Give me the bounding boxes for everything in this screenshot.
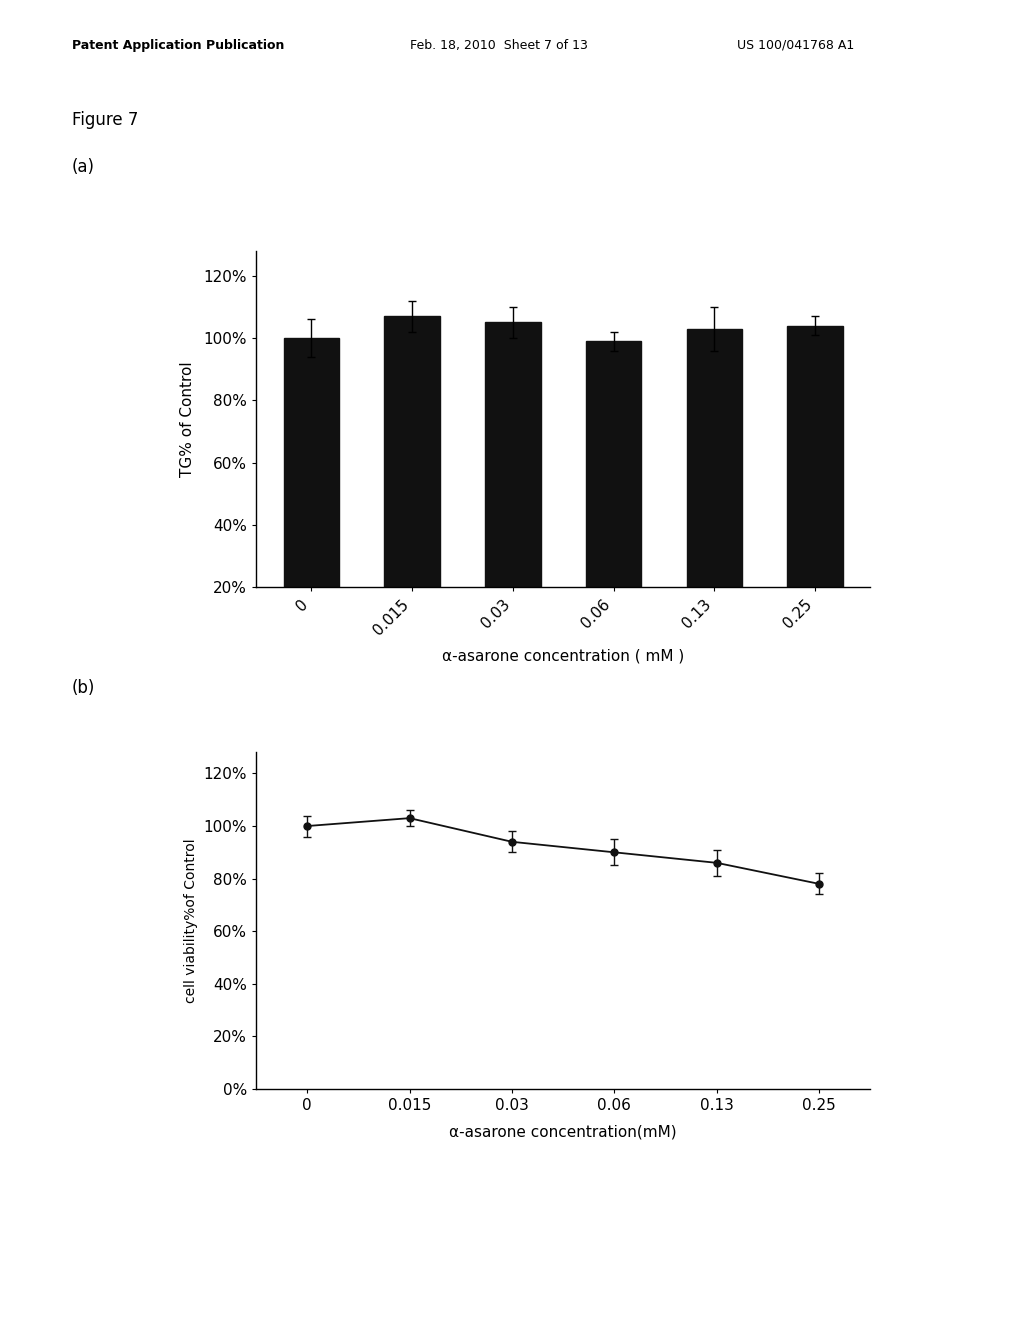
X-axis label: α-asarone concentration ( mM ): α-asarone concentration ( mM ) bbox=[442, 649, 684, 664]
Bar bbox=[787, 326, 843, 649]
Bar bbox=[485, 322, 541, 649]
Text: Patent Application Publication: Patent Application Publication bbox=[72, 38, 284, 51]
Bar bbox=[284, 338, 339, 649]
X-axis label: α-asarone concentration(mM): α-asarone concentration(mM) bbox=[450, 1125, 677, 1139]
Bar bbox=[384, 317, 440, 649]
Text: US 100/041768 A1: US 100/041768 A1 bbox=[737, 38, 855, 51]
Text: (a): (a) bbox=[72, 157, 94, 176]
Bar bbox=[686, 329, 742, 649]
Bar bbox=[586, 341, 641, 649]
Y-axis label: TG% of Control: TG% of Control bbox=[180, 362, 196, 477]
Text: Feb. 18, 2010  Sheet 7 of 13: Feb. 18, 2010 Sheet 7 of 13 bbox=[410, 38, 588, 51]
Y-axis label: cell viability%of Control: cell viability%of Control bbox=[184, 838, 198, 1003]
Text: (b): (b) bbox=[72, 678, 95, 697]
Text: Figure 7: Figure 7 bbox=[72, 111, 138, 129]
